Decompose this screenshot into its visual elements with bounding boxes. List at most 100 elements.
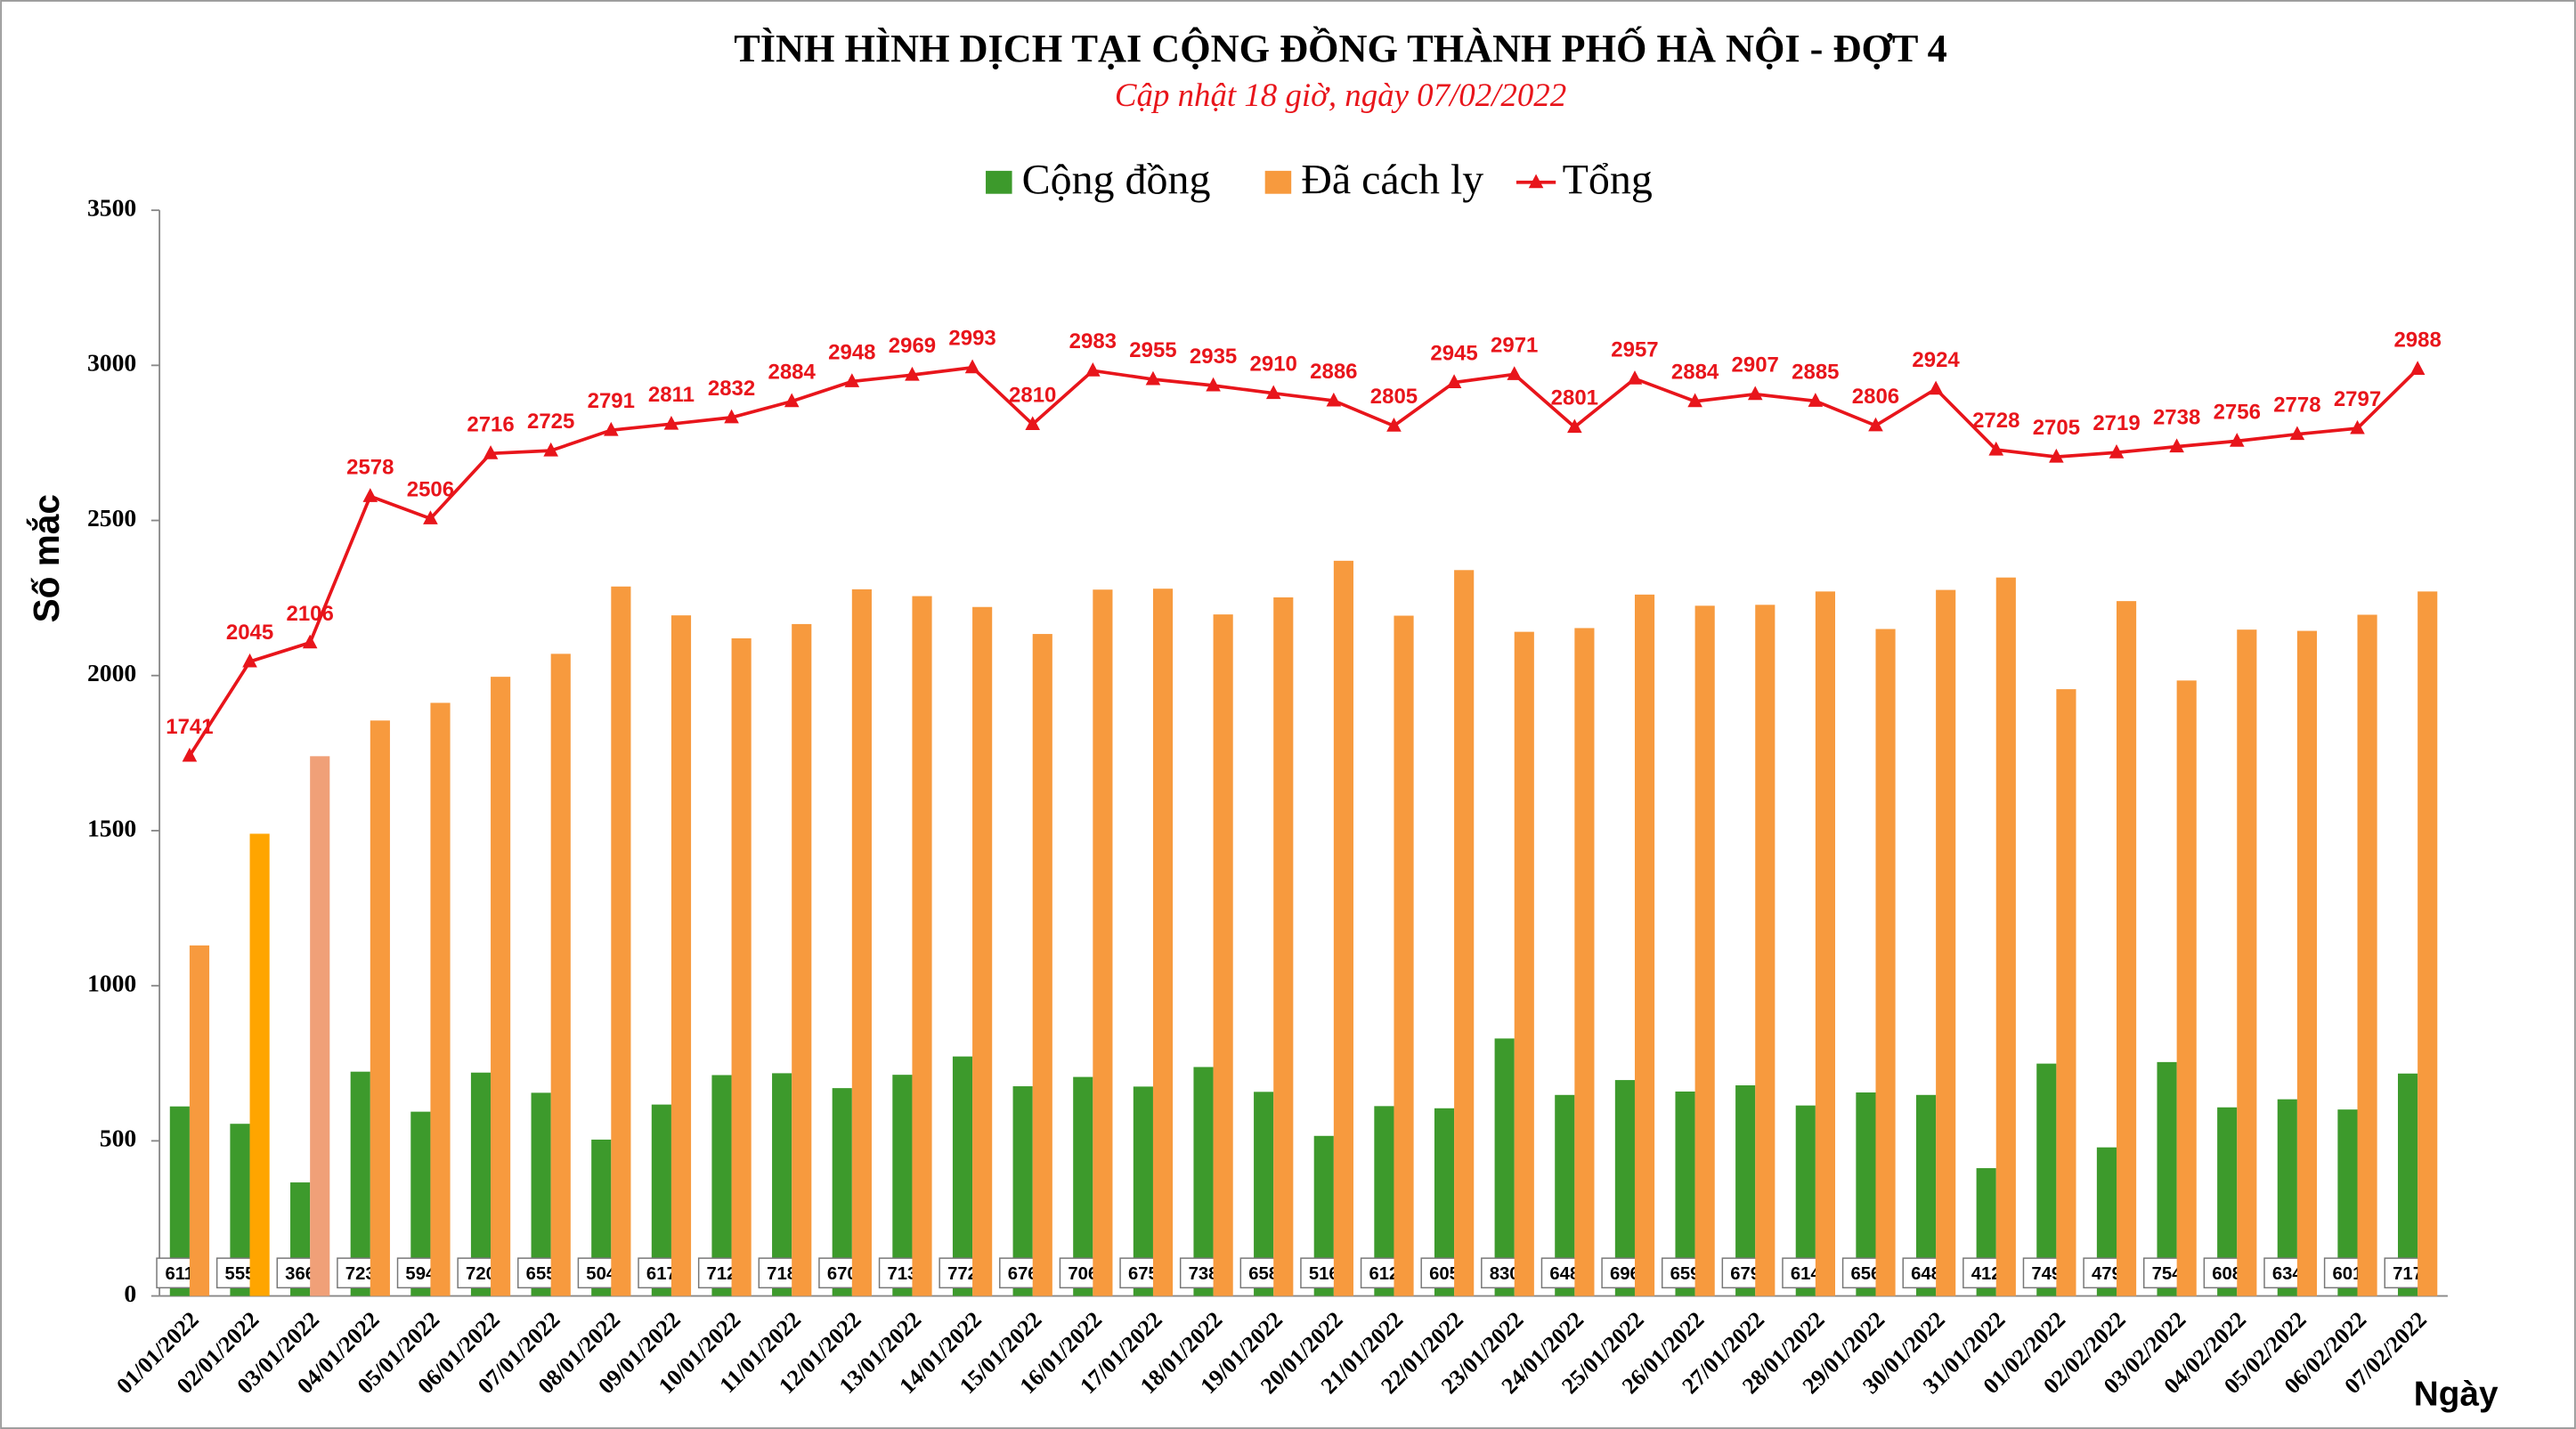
point [2169, 438, 2184, 453]
bar [550, 654, 571, 1296]
value-label: 2805 [1370, 385, 1418, 409]
value-label: 830 [1490, 1264, 1520, 1284]
bar [1093, 589, 1113, 1296]
y-tick-label: 1000 [87, 970, 136, 997]
bar [591, 1139, 612, 1296]
bar [2337, 1109, 2358, 1296]
value-label: 605 [1429, 1264, 1459, 1284]
value-label: 2106 [287, 602, 334, 626]
bar [2397, 1073, 2418, 1296]
bar [310, 756, 330, 1296]
bar [1313, 1135, 1334, 1296]
bar [1333, 560, 1353, 1296]
y-axis-label: Số mắc [26, 494, 67, 622]
value-label: 2907 [1732, 353, 1779, 378]
bar [2116, 601, 2137, 1296]
x-axis-label: Ngày [2414, 1375, 2499, 1413]
bar [470, 1072, 492, 1296]
point [1326, 392, 1342, 407]
bar [1494, 1038, 1515, 1296]
value-label: 648 [1549, 1264, 1580, 1284]
value-label: 2955 [1129, 338, 1176, 362]
point [242, 653, 257, 668]
value-label: 713 [887, 1264, 917, 1284]
bar [2418, 591, 2438, 1296]
value-label: 2728 [1972, 409, 2019, 433]
bar [2056, 689, 2076, 1296]
value-label: 772 [947, 1264, 978, 1284]
point [2289, 426, 2305, 441]
bar [2036, 1063, 2057, 1296]
bar [1012, 1086, 1033, 1296]
value-label: 2578 [346, 455, 394, 479]
bar [430, 702, 451, 1296]
value-label: 2705 [2033, 416, 2080, 440]
value-label: 516 [1309, 1264, 1339, 1284]
bar [1193, 1067, 1214, 1296]
value-label: 2885 [1792, 360, 1839, 384]
point [1206, 377, 1221, 392]
bar [2217, 1107, 2238, 1296]
value-label: 608 [2212, 1264, 2242, 1284]
bar [169, 1106, 190, 1296]
bar [731, 637, 752, 1296]
y-tick-label: 1500 [87, 814, 136, 841]
value-label: 2993 [948, 327, 995, 351]
legend-label: Cộng đồng [1022, 157, 1211, 204]
value-label: 479 [2092, 1264, 2122, 1284]
bar [1254, 1092, 1274, 1296]
value-label: 2886 [1310, 360, 1357, 384]
point [1507, 366, 1523, 380]
value-label: 720 [466, 1264, 496, 1284]
bar [1454, 570, 1475, 1296]
bar [1032, 634, 1052, 1296]
point [604, 421, 619, 436]
value-label: 2806 [1852, 385, 1899, 409]
point [663, 415, 679, 430]
bar [1614, 1080, 1635, 1296]
bar [1675, 1091, 1695, 1296]
bar [491, 677, 511, 1296]
y-tick-label: 2000 [87, 659, 136, 686]
value-label: 617 [646, 1264, 677, 1284]
bar [1915, 1094, 1937, 1296]
bar [651, 1104, 671, 1296]
value-label: 2957 [1611, 337, 1658, 361]
value-label: 696 [1610, 1264, 1640, 1284]
value-label: 2935 [1190, 345, 1237, 369]
value-label: 658 [1248, 1264, 1279, 1284]
point [2109, 444, 2125, 459]
value-label: 601 [2333, 1264, 2363, 1284]
bar [952, 1056, 973, 1296]
bar [851, 589, 872, 1296]
value-label: 676 [1008, 1264, 1038, 1284]
y-tick-label: 0 [124, 1279, 136, 1307]
point [905, 366, 920, 381]
bar [2277, 1099, 2297, 1296]
bar [832, 1088, 852, 1296]
bar [1374, 1106, 1394, 1296]
value-label: 2832 [708, 377, 755, 401]
bar [2237, 629, 2257, 1296]
value-label: 366 [285, 1264, 315, 1284]
bar [772, 1073, 792, 1296]
value-label: 2948 [828, 340, 875, 364]
bar [2157, 1061, 2177, 1296]
point [784, 393, 800, 408]
point [423, 510, 438, 524]
value-label: 2910 [1250, 353, 1297, 377]
bar [1434, 1108, 1455, 1296]
value-label: 634 [2272, 1264, 2304, 1284]
point [1025, 416, 1041, 430]
bar [1755, 605, 1776, 1296]
bar [1634, 594, 1655, 1296]
point [182, 747, 198, 762]
value-label: 2738 [2153, 406, 2200, 430]
value-label: 2988 [2393, 328, 2441, 352]
value-label: 614 [1791, 1264, 1822, 1284]
point [483, 445, 499, 459]
value-label: 2791 [588, 389, 635, 413]
value-label: 555 [225, 1264, 256, 1284]
value-label: 2725 [527, 410, 574, 434]
bar [1514, 631, 1534, 1296]
